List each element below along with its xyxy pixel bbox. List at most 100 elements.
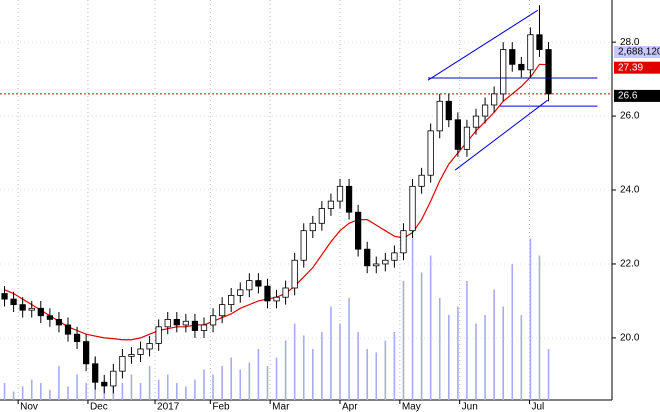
volume-bar — [393, 332, 396, 400]
candle-body — [146, 343, 153, 350]
volume-bar — [30, 379, 33, 400]
candle-body — [527, 34, 534, 71]
candle-body — [182, 320, 189, 326]
candle-body — [191, 320, 199, 331]
candle-body — [1, 293, 8, 300]
candle-body — [445, 100, 452, 121]
volume-bar — [21, 386, 24, 400]
volume-bar — [157, 379, 160, 400]
candle-body — [237, 289, 244, 296]
volume-bar — [85, 383, 87, 400]
volume-bar — [139, 383, 142, 400]
x-tick-label: May — [402, 402, 421, 412]
candle-body — [318, 208, 325, 224]
candle-body — [309, 222, 316, 232]
ma-label: 27.39 — [618, 62, 643, 73]
candle-body — [373, 263, 380, 267]
price-label-box — [614, 89, 660, 102]
candle-body — [173, 319, 180, 326]
volume-bar — [484, 315, 486, 400]
volume-bar — [257, 349, 260, 400]
volume-bar — [538, 255, 541, 400]
y-tick-label: 20.0 — [620, 333, 640, 344]
x-tick-label: Mar — [272, 402, 290, 412]
volume-bar — [411, 238, 414, 400]
volume-bar — [366, 349, 368, 400]
candle-body — [200, 324, 208, 331]
candle-body — [264, 285, 271, 302]
trendline — [454, 99, 548, 171]
volume-bar — [194, 379, 196, 400]
volume-bar — [49, 389, 51, 400]
candle-body — [336, 185, 344, 202]
volume-bar — [185, 386, 187, 400]
volume-bar — [3, 383, 6, 400]
candle-body — [209, 315, 217, 326]
volume-bar — [420, 272, 423, 400]
candle-body — [219, 304, 226, 317]
candle-body — [282, 287, 289, 298]
y-tick-label: 26.0 — [620, 111, 640, 122]
candle-body — [55, 319, 63, 326]
candle-body — [64, 324, 72, 335]
x-tick-label: Nov — [20, 402, 38, 412]
candle-body — [228, 294, 235, 306]
candle-body — [164, 319, 171, 328]
volume-bar — [12, 391, 15, 400]
candle-body — [327, 200, 335, 209]
candle-body — [155, 326, 162, 344]
volume-bar — [529, 238, 532, 400]
candle-body — [291, 259, 298, 289]
volume-bar — [511, 264, 514, 400]
volume-bar — [330, 306, 332, 400]
volume-bar — [466, 281, 468, 400]
candle-body — [128, 354, 135, 357]
price-label: 26.6 — [618, 91, 638, 102]
candle-body — [101, 381, 108, 387]
volume-bar — [58, 366, 60, 400]
volume-bar — [212, 374, 214, 400]
x-tick-label: Feb — [212, 402, 230, 412]
candle-body — [300, 230, 307, 261]
candle-body — [500, 49, 507, 95]
candle-body — [46, 315, 53, 320]
candle-body — [73, 333, 81, 342]
candle-body — [400, 230, 407, 254]
candle-body — [463, 126, 471, 150]
candle-body — [545, 49, 552, 95]
candle-body — [110, 370, 117, 387]
volume-label: 2,688,120 — [618, 47, 660, 58]
candle-body — [92, 363, 99, 383]
volume-bar — [148, 366, 151, 400]
candle-body — [37, 307, 44, 317]
volume-bar — [40, 383, 42, 400]
candle-body — [509, 49, 516, 65]
candle-body — [382, 259, 389, 265]
volume-bar — [121, 383, 124, 400]
candle-body — [10, 298, 17, 306]
candle-body — [409, 185, 416, 232]
volume-label-box — [614, 46, 660, 58]
candle-body — [518, 63, 525, 71]
x-tick-label: Jul — [531, 402, 544, 412]
candle-body — [481, 104, 489, 117]
candle-body — [427, 130, 434, 176]
volume-bar — [67, 386, 69, 400]
candle-body — [454, 119, 461, 150]
candle-body — [472, 115, 480, 128]
volume-bar — [520, 315, 523, 400]
candle-body — [83, 341, 90, 365]
candle-body — [364, 248, 371, 267]
volume-bar — [293, 323, 296, 400]
volume-bar — [248, 362, 251, 400]
volume-bar — [284, 340, 287, 400]
candle-body — [391, 252, 398, 261]
volume-bar — [302, 335, 305, 400]
trendline — [427, 9, 538, 81]
candle-body — [418, 174, 425, 187]
candle-body — [273, 296, 280, 302]
volume-bar — [239, 369, 242, 400]
volume-bar — [429, 255, 432, 400]
volume-bar — [221, 366, 223, 400]
candle-body — [491, 93, 498, 106]
